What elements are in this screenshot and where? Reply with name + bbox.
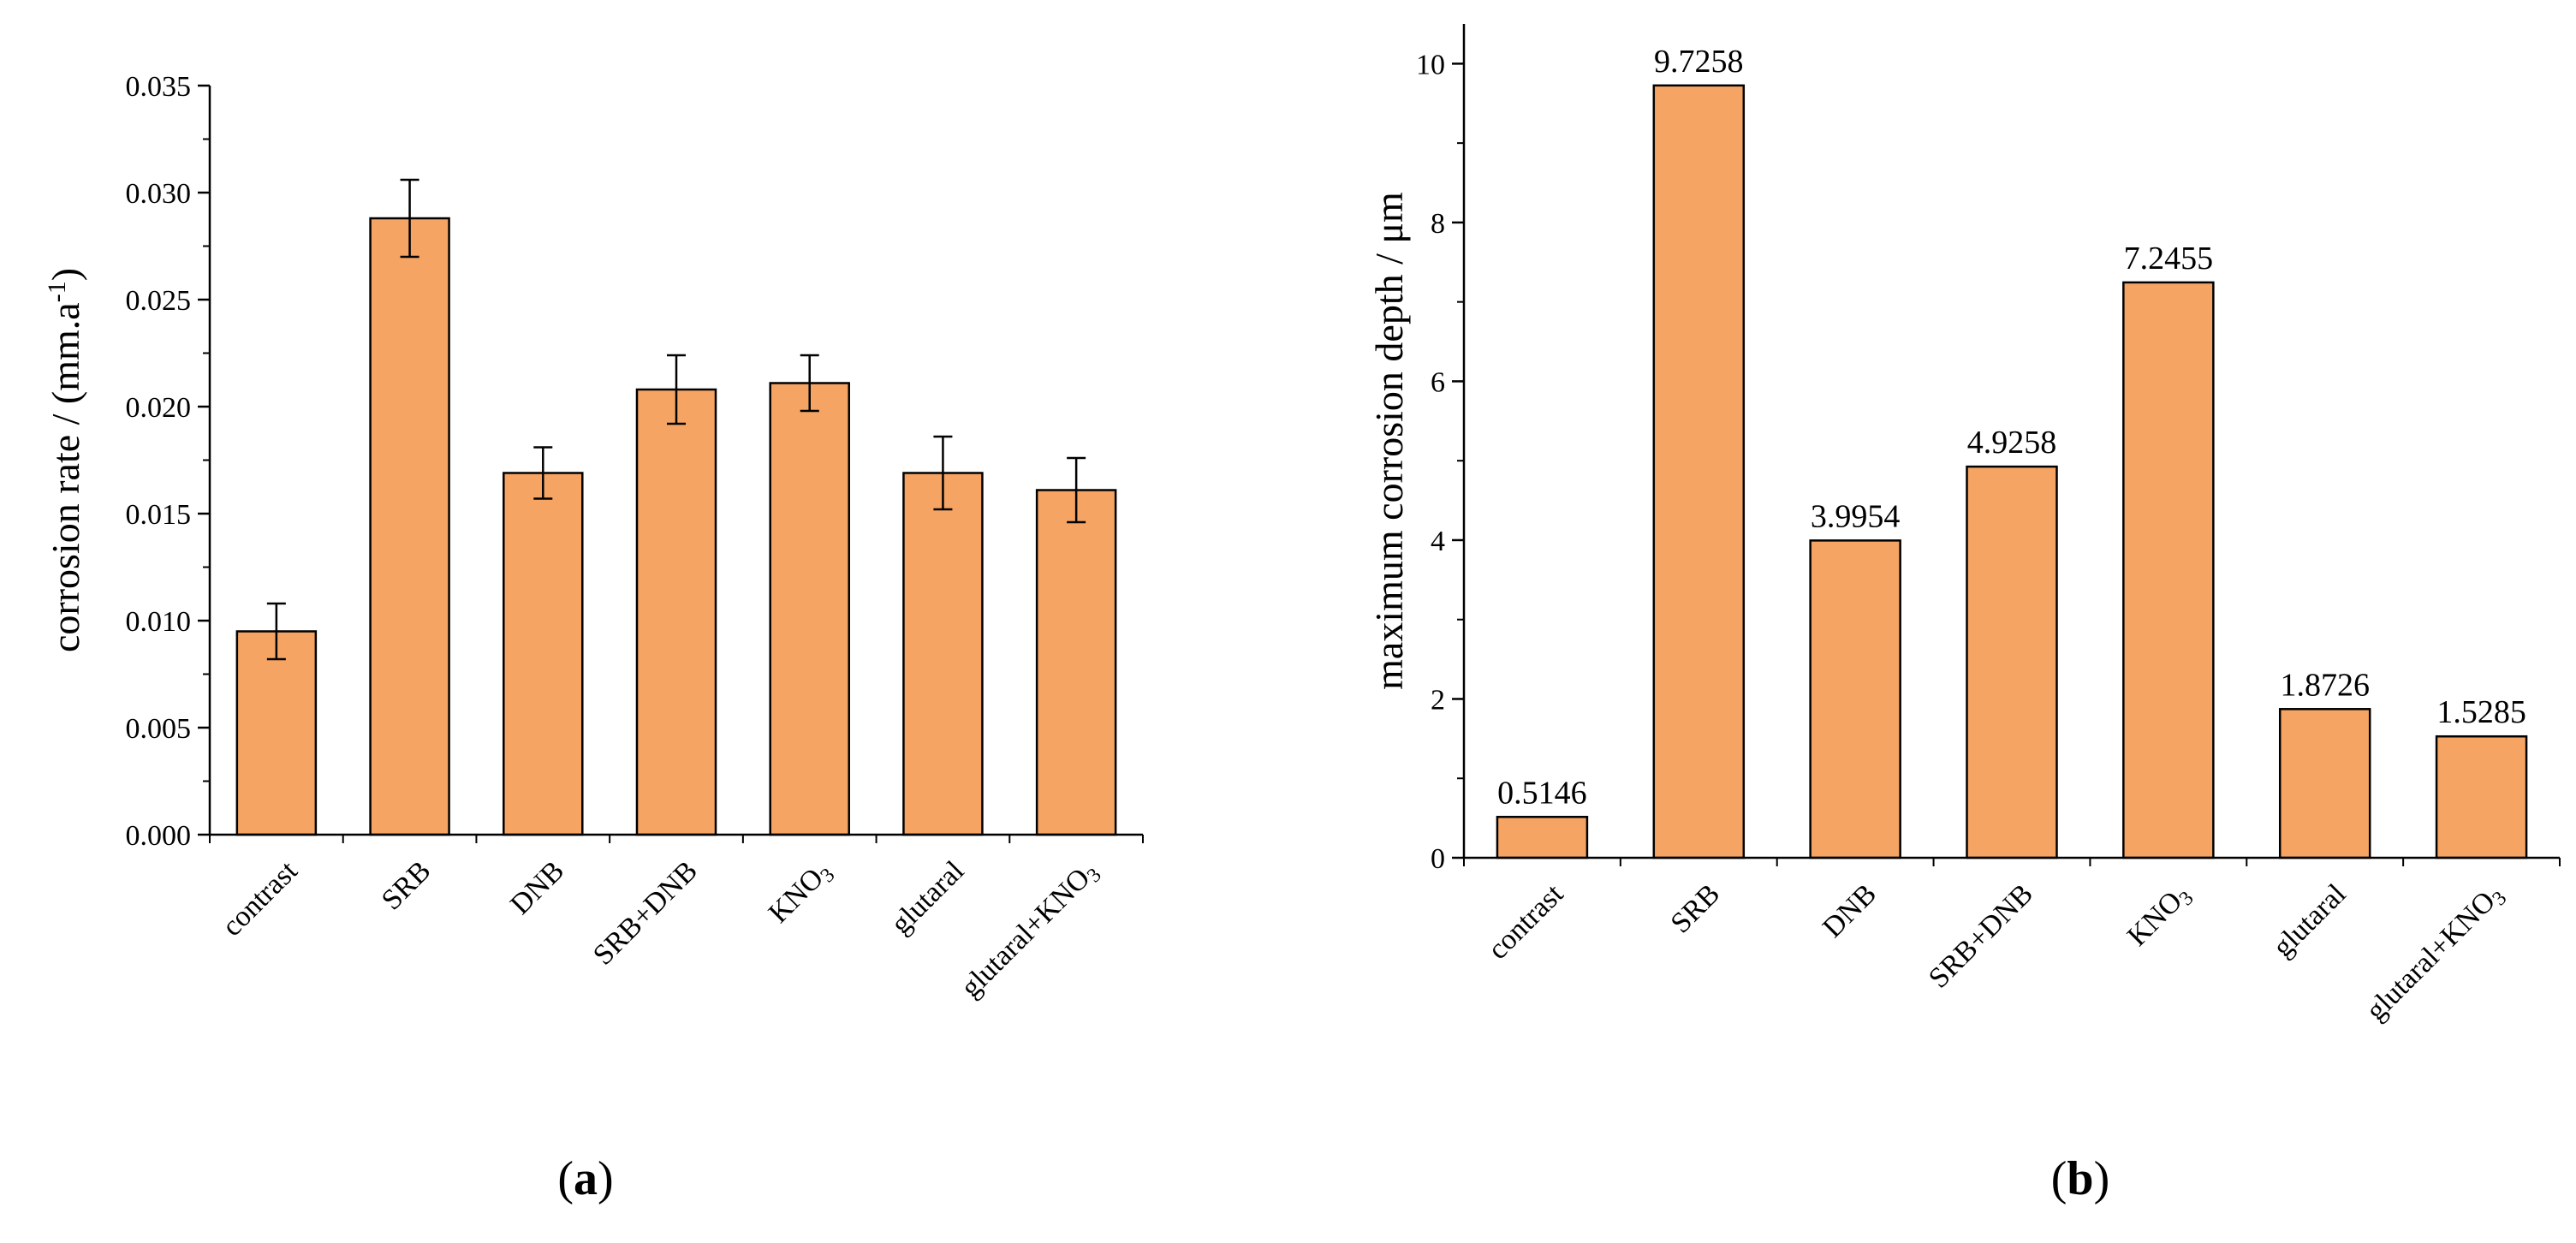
bar-glutaral <box>2278 708 2371 859</box>
category-label: glutaral+KNO3 <box>2360 878 2511 1029</box>
bar-srb <box>369 217 450 836</box>
category-label: SRB+DNB <box>1923 878 2039 995</box>
category-label: glutaral <box>2267 878 2353 964</box>
y-tick-label: 6 <box>1431 366 1445 398</box>
bar-contrast <box>235 630 318 836</box>
panel-label: (b) <box>2051 1152 2109 1205</box>
error-bar <box>933 435 953 511</box>
y-tick-label: 0.015 <box>126 499 192 531</box>
error-bar <box>400 178 419 259</box>
y-tick-label: 0.000 <box>126 820 192 852</box>
data-label: 1.5285 <box>2436 694 2526 730</box>
category-label: SRB <box>1665 878 1727 940</box>
error-bar <box>667 354 686 425</box>
bar-dnb <box>503 472 584 836</box>
error-bar <box>533 446 553 500</box>
bar-glutaral-kno3 <box>1035 489 1117 836</box>
y-tick-label: 0.010 <box>126 606 192 638</box>
bar-dnb <box>1809 539 1901 859</box>
bar-contrast <box>1496 816 1589 859</box>
data-label: 4.9258 <box>1967 425 2057 461</box>
y-tick-label: 2 <box>1431 684 1445 716</box>
bar-kno3 <box>769 382 850 836</box>
y-axis-title: maximum corrosion depth / μm <box>1367 192 1411 690</box>
category-label: KNO3 <box>2121 878 2198 955</box>
y-tick-label: 0 <box>1431 843 1445 875</box>
bar-srb-dnb <box>1966 465 2058 859</box>
error-bar <box>266 602 286 661</box>
category-label: DNB <box>504 855 570 921</box>
category-label: SRB <box>376 855 437 917</box>
y-axis-title: corrosion rate / (mm.a-1) <box>43 268 88 652</box>
data-label: 0.5146 <box>1497 775 1587 811</box>
y-tick-label: 0.025 <box>126 285 192 317</box>
bar-glutaral <box>902 472 984 836</box>
y-tick-label: 0.020 <box>126 392 192 424</box>
category-label: KNO3 <box>763 855 839 931</box>
error-bar <box>1067 456 1086 524</box>
category-label: DNB <box>1817 878 1883 944</box>
y-tick-label: 8 <box>1431 208 1445 240</box>
data-label: 7.2455 <box>2124 241 2214 277</box>
category-label: contrast <box>217 855 305 943</box>
panel-label: (a) <box>557 1152 613 1205</box>
category-label: contrast <box>1482 878 1570 966</box>
bar-srb <box>1652 84 1746 859</box>
error-bar <box>800 354 819 413</box>
y-tick-label: 0.005 <box>126 713 192 745</box>
bar-kno3 <box>2122 281 2215 859</box>
data-label: 9.7258 <box>1654 44 1744 80</box>
category-label: glutaral <box>885 855 971 941</box>
category-label: glutaral+KNO3 <box>955 855 1105 1006</box>
y-tick-label: 0.030 <box>126 178 192 210</box>
category-label: SRB+DNB <box>587 855 704 972</box>
panel-b-max-corrosion-depth-chart: 0.5146 contrast 9.7258 SRB 3.9954 DNB 4.9258 SR… <box>1367 24 2561 1205</box>
panel-a-corrosion-rate-chart: contrast SRB DNB SRB+DNB KNO3 glutaralglutara… <box>43 71 1144 1205</box>
y-tick-label: 0.035 <box>126 71 192 103</box>
bar-srb-dnb <box>635 388 717 836</box>
y-tick-label: 10 <box>1416 49 1445 80</box>
y-tick-label: 4 <box>1431 526 1445 557</box>
data-label: 1.8726 <box>2280 667 2370 703</box>
bar-glutaral-kno3 <box>2435 734 2528 859</box>
data-label: 3.9954 <box>1811 498 1901 534</box>
